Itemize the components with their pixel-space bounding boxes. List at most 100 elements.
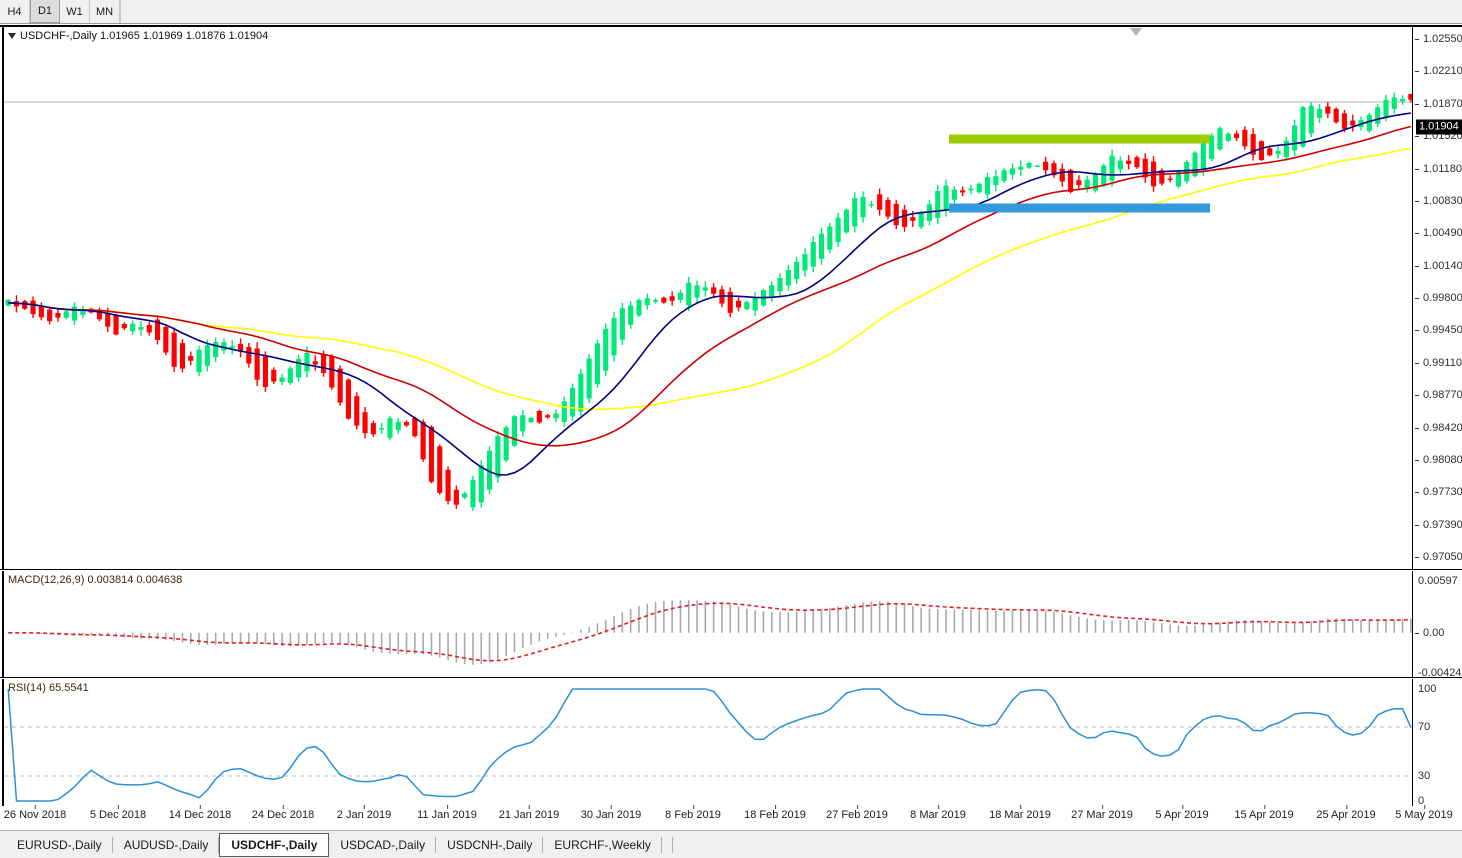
- candle-body: [287, 368, 293, 383]
- candle-body: [47, 309, 53, 322]
- price-pane-title: USDCHF-,Daily 1.01965 1.01969 1.01876 1.…: [20, 30, 269, 42]
- candle-body: [503, 427, 509, 461]
- macd-pane[interactable]: MACD(12,26,9) 0.003814 0.004638 0.00597 0…: [0, 571, 1462, 679]
- candle-body: [495, 436, 501, 478]
- symbol-tab-usdchf[interactable]: USDCHF-,Daily: [219, 832, 330, 857]
- macd-plot-area[interactable]: [2, 571, 1413, 677]
- candle-body: [138, 326, 144, 330]
- candle-body: [1051, 163, 1057, 176]
- symbol-tab-eurchf[interactable]: EURCHF-,Weekly: [543, 834, 663, 856]
- candle-body: [711, 287, 717, 294]
- price-tick: 0.98080: [1414, 454, 1462, 466]
- candle-body: [877, 194, 883, 210]
- candle-body: [478, 465, 484, 503]
- candle-body: [794, 261, 800, 280]
- rsi-tick: 0: [1418, 795, 1425, 807]
- candle-body: [1275, 150, 1281, 155]
- symbol-tab-audusd[interactable]: AUDUSD-,Daily: [113, 834, 220, 856]
- candle-body: [885, 199, 891, 217]
- candle-body: [868, 204, 874, 206]
- timeframe-h4-label: H4: [7, 5, 22, 18]
- candle-body: [1233, 133, 1240, 139]
- date-tick: 18 Mar 2019: [989, 805, 1051, 821]
- candle-body: [536, 410, 542, 423]
- candle-body: [1109, 155, 1115, 181]
- price-scale[interactable]: 1.02550 1.02210 1.01870 1.01520 1.01180 1.008…: [1414, 27, 1462, 569]
- symbol-tab-usdcnh[interactable]: USDCNH-,Daily: [436, 834, 544, 856]
- rsi-pane[interactable]: RSI(14) 65.5541 100 70 30 0: [0, 679, 1462, 807]
- candle-body: [860, 196, 866, 218]
- date-tick: 5 Dec 2018: [89, 805, 147, 821]
- timeframe-mn[interactable]: MN: [90, 0, 120, 23]
- rsi-plot-area[interactable]: [2, 679, 1413, 806]
- candle-body: [1117, 160, 1123, 170]
- candle-body: [528, 417, 534, 423]
- symbol-tab-eurusd[interactable]: EURUSD-,Daily: [6, 834, 113, 856]
- candle-body: [1167, 178, 1173, 180]
- price-tick: 0.98770: [1414, 389, 1462, 401]
- price-pane[interactable]: USDCHF-,Daily 1.01965 1.01969 1.01876 1.…: [0, 27, 1462, 570]
- date-axis[interactable]: 26 Nov 2018 5 Dec 2018 14 Dec 2018 24 Dec 2…: [0, 805, 1462, 828]
- candle-body: [636, 300, 642, 316]
- ma-mid-line: [8, 125, 1412, 447]
- price-tick: 1.01180: [1414, 163, 1462, 175]
- candle-body: [428, 426, 435, 482]
- candle-body: [262, 356, 269, 388]
- candle-body: [802, 254, 808, 271]
- symbol-tab-eurchf-label: EURCHF-,Weekly: [554, 837, 651, 852]
- candle-body: [1316, 108, 1323, 118]
- candle-body: [1067, 169, 1074, 193]
- candle-body: [296, 358, 302, 378]
- candle-body: [1001, 170, 1007, 181]
- timeframe-w1[interactable]: W1: [60, 0, 90, 23]
- candle-body: [1018, 166, 1024, 170]
- candle-body: [818, 233, 825, 259]
- candle-body: [113, 314, 119, 335]
- macd-scale[interactable]: 0.00597 0.00 -0.004243: [1414, 571, 1462, 679]
- collapse-triangle-icon[interactable]: [8, 33, 16, 39]
- candle-body: [1026, 162, 1032, 168]
- candle-body: [628, 305, 634, 325]
- candle-body: [893, 203, 899, 226]
- price-tick: 0.97390: [1414, 519, 1462, 531]
- candle-body: [1059, 168, 1065, 182]
- rsi-tick: 70: [1418, 721, 1431, 733]
- price-plot-area[interactable]: [2, 27, 1413, 569]
- candle-body: [63, 311, 69, 318]
- timeframe-h4[interactable]: H4: [0, 0, 30, 23]
- date-tick: 8 Mar 2019: [910, 805, 966, 821]
- timeframe-toolbar: H4 D1 W1 MN: [0, 0, 1462, 24]
- rsi-scale[interactable]: 100 70 30 0: [1414, 679, 1462, 807]
- date-tick: 25 Apr 2019: [1316, 805, 1376, 821]
- candle-body: [1283, 140, 1289, 158]
- candle-body: [586, 358, 592, 399]
- candle-body: [810, 241, 816, 267]
- candle-body: [578, 373, 584, 412]
- candle-body: [1399, 98, 1406, 102]
- candle-body: [943, 185, 949, 211]
- date-tick: 14 Dec 2018: [168, 805, 232, 821]
- symbol-tab-bar: EURUSD-,Daily AUDUSD-,Daily USDCHF-,Dail…: [0, 830, 1462, 858]
- rsi-pane-title: RSI(14) 65.5541: [8, 682, 89, 694]
- candle-body: [486, 450, 493, 490]
- candle-body: [1134, 157, 1140, 168]
- candle-body: [669, 296, 675, 301]
- candle-body: [370, 423, 376, 435]
- symbol-tab-usdcad-label: USDCAD-,Daily: [340, 837, 426, 852]
- date-tick: 8 Feb 2019: [665, 805, 721, 821]
- current-price-badge: 1.01904: [1416, 119, 1462, 135]
- candle-body: [337, 368, 343, 403]
- candle-body: [993, 176, 999, 185]
- timeframe-d1[interactable]: D1: [30, 0, 60, 23]
- candle-body: [1308, 105, 1314, 134]
- rsi-chart-svg: [4, 688, 1412, 802]
- candle-body: [462, 493, 468, 498]
- symbol-tab-usdcad[interactable]: USDCAD-,Daily: [329, 834, 436, 856]
- candle-body: [1009, 168, 1016, 175]
- candle-body: [1325, 106, 1331, 114]
- candle-body: [121, 324, 127, 329]
- candle-body: [1267, 148, 1273, 156]
- candle-body: [1159, 170, 1165, 184]
- symbol-tab-usdchf-label: USDCHF-,Daily: [231, 837, 318, 852]
- price-tick: 1.00140: [1414, 260, 1462, 272]
